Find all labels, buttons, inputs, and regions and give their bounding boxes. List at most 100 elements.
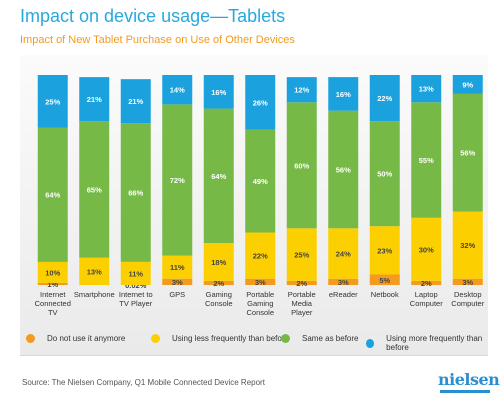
legend-label-less: Using less frequently than before	[172, 334, 289, 343]
data-label-more: 25%	[45, 97, 60, 106]
data-label-same: 64%	[211, 172, 226, 181]
bar-segment-do_not_use	[328, 278, 359, 285]
data-label-same: 56%	[460, 149, 475, 158]
bar-segment-less	[286, 228, 317, 281]
bar-segment-more	[411, 75, 442, 103]
data-label-less: 22%	[253, 252, 268, 261]
category-label: Gaming Console	[205, 290, 233, 308]
data-label-same: 49%	[253, 177, 268, 186]
data-label-same: 50%	[377, 170, 392, 179]
legend-swatch-less	[151, 334, 160, 343]
bar-segment-more	[328, 77, 359, 111]
bar-segment-more	[286, 77, 317, 103]
bar-segment-do_not_use	[369, 274, 400, 285]
legend-label-more: Using more frequently than before	[386, 334, 483, 352]
data-label-more: 21%	[128, 97, 143, 106]
bar-segment-less	[162, 255, 193, 279]
bar-segment-less	[120, 261, 151, 285]
legend-label-do_not_use: Do not use it anymore	[47, 334, 126, 343]
legend-item-more: Using more frequently than before	[366, 334, 496, 352]
data-label-same: 66%	[128, 189, 143, 198]
bar-segment-same	[411, 102, 442, 218]
category-label: Netbook	[371, 290, 399, 299]
data-label-more: 13%	[419, 85, 434, 94]
data-label-do_not_use: 3%	[462, 278, 473, 287]
data-label-less: 24%	[336, 250, 351, 259]
bar-segment-do_not_use	[37, 282, 68, 285]
bar-segment-less	[369, 226, 400, 275]
bar-segment-same	[452, 93, 483, 212]
data-label-do_not_use: 3%	[338, 278, 349, 287]
bar-segment-more	[203, 75, 234, 109]
logo-underline	[440, 390, 490, 393]
bar-segment-less	[328, 228, 359, 279]
data-label-more: 9%	[462, 80, 473, 89]
data-label-less: 23%	[377, 246, 392, 255]
source-note: Source: The Nielsen Company, Q1 Mobile C…	[22, 378, 265, 387]
data-label-less: 30%	[419, 245, 434, 254]
bar-segment-more	[245, 75, 276, 130]
bar-segment-same	[37, 127, 68, 262]
bar-segment-do_not_use	[162, 278, 193, 285]
bar-segment-same	[79, 121, 110, 258]
bar-segment-do_not_use	[286, 280, 317, 285]
legend-swatch-same	[281, 334, 290, 343]
legend-label-same: Same as before	[302, 334, 359, 343]
bar-segment-more	[79, 77, 110, 122]
chart-legend: Do not use it anymore Using less frequent…	[26, 334, 496, 354]
data-label-do_not_use: 2%	[213, 279, 224, 288]
bar-segment-do_not_use	[411, 280, 442, 285]
data-label-more: 22%	[377, 94, 392, 103]
data-label-less: 11%	[170, 263, 185, 272]
bar-segment-same	[328, 110, 359, 229]
bar-segment-more	[452, 75, 483, 94]
data-label-do_not_use: 1%	[47, 280, 58, 289]
category-label: Internet Connected TV	[35, 290, 71, 317]
bar-segment-same	[203, 108, 234, 243]
bar-segment-same	[162, 104, 193, 256]
data-label-more: 16%	[211, 88, 226, 97]
data-label-more: 21%	[87, 95, 102, 104]
bar-segment-more	[162, 75, 193, 105]
data-label-less: 11%	[128, 269, 143, 278]
chart-title: Impact on device usage—Tablets	[20, 6, 286, 26]
category-label: Laptop Computer	[410, 290, 443, 308]
category-label: Smartphone	[74, 290, 115, 299]
stacked-bar-chart: 1% 10% 64% 25% Internet Connected TV 13% 65% 21% S…	[35, 75, 485, 317]
nielsen-logo: nielsen	[438, 370, 500, 389]
data-label-do_not_use: 5%	[379, 276, 390, 285]
legend-item-same: Same as before	[281, 334, 358, 343]
data-label-more: 12%	[294, 86, 309, 95]
data-label-less: 10%	[45, 268, 60, 277]
data-label-same: 60%	[294, 161, 309, 170]
bar-segment-same	[286, 102, 317, 229]
bar-segment-less	[37, 261, 68, 283]
data-label-same: 56%	[336, 166, 351, 175]
bar-segment-less	[411, 217, 442, 281]
data-label-more: 14%	[170, 86, 185, 95]
category-label: GPS	[169, 290, 185, 299]
legend-item-do_not_use: Do not use it anymore	[26, 334, 125, 343]
chart-subtitle: Impact of New Tablet Purchase on Use of …	[20, 34, 295, 46]
bar-segment-less	[245, 232, 276, 279]
bar-segment-do_not_use	[452, 278, 483, 285]
data-label-less: 25%	[294, 251, 309, 260]
data-label-same: 55%	[419, 156, 434, 165]
category-label: Portable Media Player	[288, 290, 316, 317]
data-label-do_not_use: 3%	[255, 278, 266, 287]
data-label-same: 72%	[170, 176, 185, 185]
bar-segment-do_not_use	[245, 278, 276, 285]
bar-segment-same	[369, 121, 400, 227]
data-label-less: 32%	[460, 241, 475, 250]
category-label: Portable Gaming Console	[246, 290, 274, 317]
data-label-less: 18%	[211, 258, 226, 267]
category-label: Internet to TV Player	[119, 290, 153, 308]
bar-segment-same	[120, 123, 151, 262]
data-label-more: 26%	[253, 98, 268, 107]
data-label-same: 64%	[45, 191, 60, 200]
data-label-more: 16%	[336, 90, 351, 99]
bar-segment-less	[79, 257, 110, 285]
bar-segment-less	[203, 243, 234, 281]
data-label-do_not_use: 0.02%	[125, 281, 147, 290]
bar-segment-more	[369, 75, 400, 122]
